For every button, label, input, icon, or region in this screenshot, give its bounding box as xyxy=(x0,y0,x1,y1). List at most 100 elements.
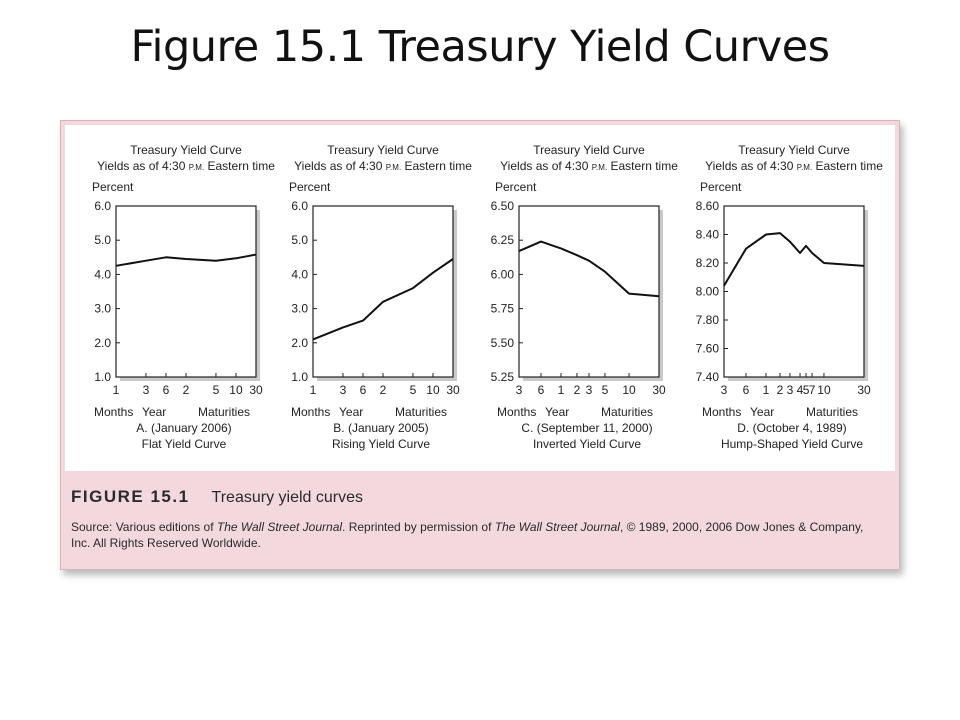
chart-d-xtick-label: 4 xyxy=(797,383,804,397)
chart-a-ytick-label: 4.0 xyxy=(94,267,111,281)
chart-a-ytick-label: 1.0 xyxy=(94,370,111,384)
charts-area: Treasury Yield Curve Yields as of 4:30 P.… xyxy=(65,125,895,471)
figure-panel: Treasury Yield Curve Yields as of 4:30 P.… xyxy=(60,120,900,570)
chart-d-xtick-label: 1 xyxy=(763,383,770,397)
figure-label: FIGURE 15.1 xyxy=(71,487,190,506)
chart-a-xtick-label: 6 xyxy=(163,383,170,397)
chart-b-subtitle-time: Yields as of 4:30 xyxy=(294,159,386,173)
chart-d-title: Treasury Yield Curve xyxy=(738,143,850,157)
chart-a-subtitle-pm: P.M. xyxy=(189,163,204,172)
slide-title: Figure 15.1 Treasury Yield Curves xyxy=(130,22,830,72)
chart-d-ytick-label: 8.20 xyxy=(696,256,720,270)
source-mid: . Reprinted by permission of xyxy=(342,520,495,534)
chart-c-ytick-label: 5.75 xyxy=(491,302,515,316)
chart-c-subtitle-pm: P.M. xyxy=(592,163,607,172)
chart-b-xtick-label: 3 xyxy=(340,383,347,397)
chart-d-ytick-label: 7.80 xyxy=(696,313,720,327)
chart-d-yield-line xyxy=(723,232,865,287)
chart-d-ytick-label: 8.00 xyxy=(696,285,720,299)
chart-c-xtick-label: 10 xyxy=(622,383,636,397)
chart-d-xgroup-maturities: Maturities xyxy=(806,405,858,419)
chart-c-xgroup-year: Year xyxy=(545,405,569,419)
chart-c-subtitle: Yields as of 4:30 P.M. Eastern time xyxy=(500,159,678,173)
chart-b-xgroup-year: Year xyxy=(339,405,363,419)
chart-b-ytick-label: 2.0 xyxy=(291,336,308,350)
chart-c-ytick-label: 6.25 xyxy=(491,233,515,247)
chart-b-xtick-label: 1 xyxy=(310,383,317,397)
chart-c-title: Treasury Yield Curve xyxy=(533,143,645,157)
chart-d-xgroup-year: Year xyxy=(750,405,774,419)
chart-a-xtick-label: 30 xyxy=(249,383,263,397)
chart-b-subtitle: Yields as of 4:30 P.M. Eastern time xyxy=(294,159,472,173)
chart-c-yield-line xyxy=(518,240,660,298)
chart-c-plot-frame xyxy=(518,205,660,378)
chart-d-ylabel: Percent xyxy=(700,180,742,194)
chart-a-xtick-label: 3 xyxy=(143,383,150,397)
chart-a-date-label: A. (January 2006) xyxy=(136,421,231,435)
chart-d-xtick-label: 3 xyxy=(721,383,728,397)
chart-c-curve-label: Inverted Yield Curve xyxy=(533,437,641,451)
chart-c-xtick-label: 2 xyxy=(574,383,581,397)
chart-d-ytick-label: 7.40 xyxy=(696,370,720,384)
chart-a-ytick-label: 3.0 xyxy=(94,302,111,316)
chart-a-curve-label: Flat Yield Curve xyxy=(142,437,227,451)
chart-a-xtick-label: 1 xyxy=(113,383,120,397)
chart-a-xtick-label: 2 xyxy=(183,383,190,397)
chart-c-xtick-label: 3 xyxy=(586,383,593,397)
chart-b-ytick-label: 1.0 xyxy=(291,370,308,384)
chart-d-xtick-label: 5 xyxy=(803,383,810,397)
chart-b-ytick-label: 5.0 xyxy=(291,233,308,247)
chart-a-ytick-label: 6.0 xyxy=(94,199,111,213)
source-note: Source: Various editions of The Wall Str… xyxy=(71,519,886,551)
yield-curve-charts: Treasury Yield Curve Yields as of 4:30 P.… xyxy=(92,143,883,451)
chart-d-xgroup-months: Months xyxy=(702,405,741,419)
chart-b-ytick-label: 4.0 xyxy=(291,267,308,281)
chart-a-xgroup-year: Year xyxy=(142,405,166,419)
chart-a-ytick-label: 2.0 xyxy=(94,336,111,350)
chart-d-xtick-label: 30 xyxy=(857,383,871,397)
chart-d-xtick-label: 2 xyxy=(777,383,784,397)
chart-c-ytick-label: 6.50 xyxy=(491,199,515,213)
chart-b-xtick-label: 10 xyxy=(426,383,440,397)
figure-caption-title: Treasury yield curves xyxy=(211,489,363,506)
chart-b-plot-frame xyxy=(312,205,454,378)
chart-c-ylabel: Percent xyxy=(495,180,537,194)
source-suffix: , © 1989, 2000, 2006 Dow Jones & Company… xyxy=(71,520,864,550)
chart-c-xtick-label: 1 xyxy=(558,383,565,397)
source-prefix: Source: Various editions of xyxy=(71,520,217,534)
chart-b-xtick-label: 30 xyxy=(446,383,460,397)
chart-d-subtitle-pm: P.M. xyxy=(797,163,812,172)
chart-d-xtick-label: 10 xyxy=(817,383,831,397)
source-publication: The Wall Street Journal xyxy=(216,520,343,534)
chart-d-ytick-label: 8.40 xyxy=(696,228,720,242)
chart-d-subtitle-time: Yields as of 4:30 xyxy=(705,159,797,173)
chart-d-ytick-label: 7.60 xyxy=(696,342,720,356)
chart-d-xtick-label: 6 xyxy=(743,383,750,397)
chart-d-subtitle-zone: Eastern time xyxy=(812,159,883,173)
chart-c-ytick-label: 5.25 xyxy=(491,370,515,384)
chart-b-yield-line xyxy=(312,258,454,341)
chart-c-xgroup-maturities: Maturities xyxy=(601,405,653,419)
chart-a-yield-line xyxy=(115,253,257,267)
chart-d-ytick-label: 8.60 xyxy=(696,199,720,213)
chart-a-subtitle-zone: Eastern time xyxy=(204,159,275,173)
chart-b-xtick-label: 6 xyxy=(360,383,367,397)
chart-c-subtitle-time: Yields as of 4:30 xyxy=(500,159,592,173)
chart-b-xtick-label: 5 xyxy=(410,383,417,397)
chart-a-ylabel: Percent xyxy=(92,180,134,194)
chart-b-ylabel: Percent xyxy=(289,180,331,194)
chart-b-xgroup-maturities: Maturities xyxy=(395,405,447,419)
chart-b-ytick-label: 6.0 xyxy=(291,199,308,213)
chart-c-subtitle-zone: Eastern time xyxy=(607,159,678,173)
chart-d-curve-label: Hump-Shaped Yield Curve xyxy=(721,437,863,451)
chart-c-xtick-label: 5 xyxy=(602,383,609,397)
chart-a-ytick-label: 5.0 xyxy=(94,233,111,247)
source-publication-2: The Wall Street Journal xyxy=(494,520,620,534)
chart-d-date-label: D. (October 4, 1989) xyxy=(737,421,846,435)
chart-d-subtitle: Yields as of 4:30 P.M. Eastern time xyxy=(705,159,883,173)
chart-c-date-label: C. (September 11, 2000) xyxy=(521,421,652,435)
chart-b-xgroup-months: Months xyxy=(291,405,330,419)
chart-b-curve-label: Rising Yield Curve xyxy=(332,437,430,451)
chart-a-subtitle: Yields as of 4:30 P.M. Eastern time xyxy=(97,159,275,173)
chart-c-ytick-label: 6.00 xyxy=(491,267,515,281)
